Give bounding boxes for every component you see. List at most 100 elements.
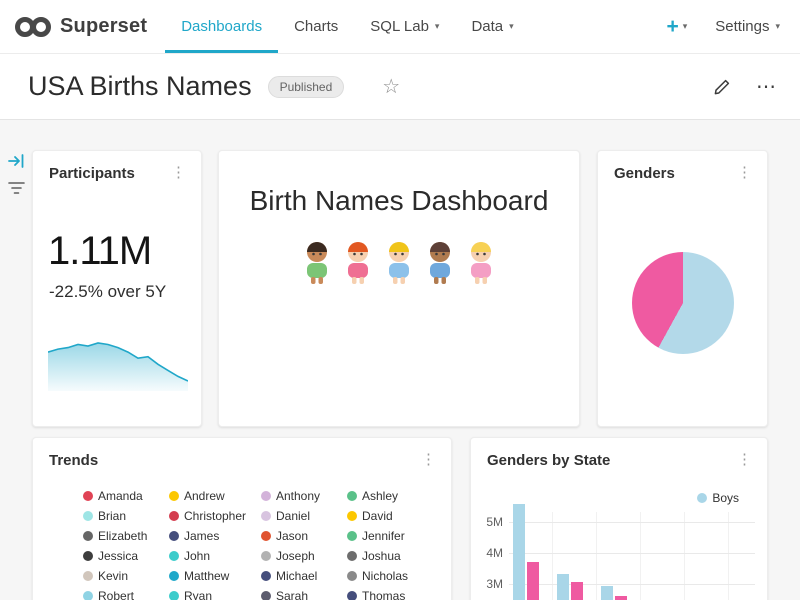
bar-girls[interactable] (571, 582, 583, 600)
legend-label: Amanda (98, 489, 143, 503)
sparkline-line (48, 342, 188, 382)
bar-boys[interactable] (513, 504, 525, 600)
legend-item[interactable]: Andrew (169, 489, 261, 503)
navbar: Superset Dashboards Charts SQL Lab ▾ Dat… (0, 0, 800, 54)
state-chart-bars (471, 438, 767, 600)
legend-dot (347, 491, 357, 501)
legend-dot (347, 591, 357, 600)
legend-label: Michael (276, 569, 318, 583)
nav-label: Data (471, 18, 504, 35)
legend-item[interactable]: Robert (83, 589, 169, 600)
genders-pie-chart[interactable] (632, 252, 734, 354)
navbar-right: + ▾ Settings ▾ (666, 0, 800, 53)
legend-label: Ryan (184, 589, 213, 600)
legend-label: Jessica (98, 549, 139, 563)
brand-link[interactable]: Superset (0, 0, 157, 53)
superset-logo-icon (15, 16, 51, 37)
edit-pencil-icon[interactable] (713, 77, 732, 96)
legend-dot (261, 571, 271, 581)
grid-vline (552, 512, 553, 600)
legend-item[interactable]: Kevin (83, 569, 169, 583)
nav-item-dashboards[interactable]: Dashboards (165, 0, 279, 53)
legend-item[interactable]: Nicholas (347, 569, 413, 583)
legend-dot (169, 571, 179, 581)
legend-item[interactable]: Elizabeth (83, 529, 169, 543)
legend-item[interactable]: Brian (83, 509, 169, 523)
kebab-menu-icon[interactable]: ⋮ (737, 164, 752, 181)
gridline (509, 553, 755, 554)
bar-girls[interactable] (615, 596, 627, 600)
chevron-down-icon: ▾ (434, 21, 440, 31)
state-chart: 5M 4M 3M (471, 438, 767, 600)
legend-item[interactable]: Jennifer (347, 529, 413, 543)
nav-item-charts[interactable]: Charts (278, 0, 354, 53)
legend-label: Robert (98, 589, 135, 600)
grid-vline (596, 512, 597, 600)
kid-figure (348, 242, 368, 284)
bar-boys[interactable] (601, 585, 613, 600)
legend-item[interactable]: Ashley (347, 489, 413, 503)
more-actions-icon[interactable]: ⋯ (756, 75, 776, 98)
legend-item[interactable]: Matthew (169, 569, 261, 583)
legend-item[interactable]: Sarah (261, 589, 347, 600)
legend-label: Andrew (184, 489, 225, 503)
legend-item-boys[interactable]: Boys (697, 491, 739, 505)
legend-dot (83, 491, 93, 501)
genders-card: Genders ⋮ (597, 150, 768, 427)
legend-dot (169, 551, 179, 561)
legend-item[interactable]: Amanda (83, 489, 169, 503)
expand-filter-bar-icon[interactable] (8, 153, 25, 174)
legend-item[interactable]: Jessica (83, 549, 169, 563)
legend-item[interactable]: Joseph (261, 549, 347, 563)
legend-item[interactable]: Ryan (169, 589, 261, 600)
kebab-menu-icon[interactable]: ⋮ (737, 451, 752, 468)
y-axis-tick: 4M (486, 546, 503, 560)
legend-dot (261, 551, 271, 561)
bar-girls[interactable] (527, 561, 539, 600)
bar-boys[interactable] (557, 573, 569, 600)
grid-vline (684, 512, 685, 600)
chevron-down-icon: ▾ (775, 21, 780, 31)
legend-item[interactable]: John (169, 549, 261, 563)
new-button[interactable]: + ▾ (666, 16, 687, 37)
legend-item[interactable]: Joshua (347, 549, 413, 563)
legend-dot (261, 531, 271, 541)
legend-label: Joshua (362, 549, 401, 563)
trends-legend: Amanda Andrew Anthony Ashley Brian Christophe… (83, 489, 413, 600)
dashboard-title: USA Births Names (28, 71, 252, 101)
legend-dot (347, 511, 357, 521)
legend-dot (83, 511, 93, 521)
favorite-star-icon[interactable]: ☆ (382, 75, 401, 98)
legend-item[interactable]: Jason (261, 529, 347, 543)
kid-figure (430, 242, 450, 284)
legend-item[interactable]: Michael (261, 569, 347, 583)
legend-dot (83, 571, 93, 581)
legend-label: James (184, 529, 220, 543)
legend-item[interactable]: Christopher (169, 509, 261, 523)
chart-title: Trends (49, 452, 99, 469)
legend-label: Nicholas (362, 569, 409, 583)
nav-item-sql-lab[interactable]: SQL Lab ▾ (354, 0, 455, 53)
markdown-card: Birth Names Dashboard (218, 150, 580, 427)
legend-label: Christopher (184, 509, 247, 523)
legend-label: Jason (276, 529, 309, 543)
main-nav: Dashboards Charts SQL Lab ▾ Data ▾ (165, 0, 529, 53)
sparkline-area (48, 343, 188, 391)
legend-item[interactable]: James (169, 529, 261, 543)
legend-dot (261, 511, 271, 521)
kebab-menu-icon[interactable]: ⋮ (421, 451, 436, 468)
settings-menu[interactable]: Settings ▾ (715, 18, 780, 35)
filter-icon[interactable] (8, 181, 25, 200)
legend-label: Kevin (98, 569, 129, 583)
published-badge[interactable]: Published (267, 75, 345, 98)
legend-label: John (184, 549, 211, 563)
legend-item[interactable]: David (347, 509, 413, 523)
legend-label: Boys (712, 491, 739, 505)
grid-vline (728, 512, 729, 600)
nav-item-data[interactable]: Data ▾ (455, 0, 529, 53)
legend-item[interactable]: Daniel (261, 509, 347, 523)
legend-item[interactable]: Anthony (261, 489, 347, 503)
legend-item[interactable]: Thomas (347, 589, 413, 600)
legend-dot (347, 571, 357, 581)
kebab-menu-icon[interactable]: ⋮ (171, 164, 186, 181)
